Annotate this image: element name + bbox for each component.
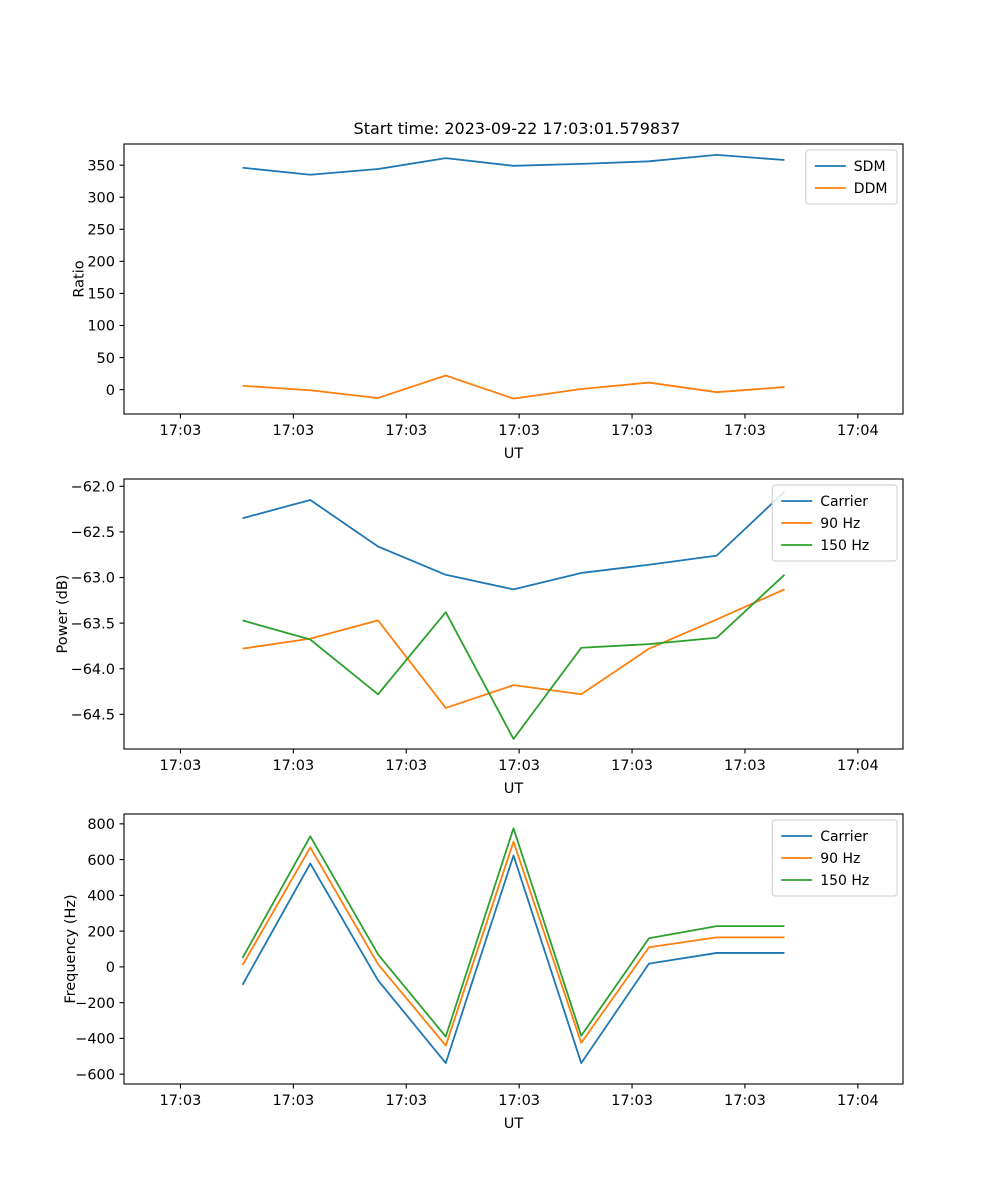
x-tick-label: 17:03 bbox=[498, 758, 540, 774]
series-line-ddm bbox=[242, 374, 785, 400]
y-tick-label: 600 bbox=[87, 853, 115, 869]
y-tick-label: −62.0 bbox=[71, 479, 115, 495]
y-tick-label: 800 bbox=[87, 817, 115, 833]
y-tick-label: −64.0 bbox=[71, 662, 115, 678]
x-tick-label: 17:03 bbox=[385, 758, 427, 774]
y-tick-label: −600 bbox=[75, 1067, 115, 1083]
x-axis-title: UT bbox=[504, 1116, 524, 1130]
power-plot-area: 17:03 17:03 17:03 17:03 17:03 17:03 17:04 −62.0… bbox=[55, 478, 904, 795]
x-tick-label: 17:04 bbox=[837, 1093, 879, 1109]
ratio-plot-area: 17:03 17:03 17:03 17:03 17:03 17:03 17:04 0 50 10… bbox=[71, 143, 904, 460]
x-axis-title: UT bbox=[504, 781, 524, 795]
x-tick-label: 17:03 bbox=[611, 1093, 653, 1109]
y-tick-label: 250 bbox=[87, 222, 115, 238]
figure-title-container: Start time: 2023-09-22 17:03:01.579837 bbox=[354, 119, 681, 138]
y-tick-label: −63.5 bbox=[71, 616, 115, 632]
legend-ratio-panel: SDM DDM bbox=[805, 149, 898, 205]
x-tick-label: 17:03 bbox=[724, 423, 766, 439]
y-tick-label: 200 bbox=[87, 255, 115, 271]
legend-background bbox=[805, 149, 898, 205]
x-tick-label: 17:03 bbox=[272, 1093, 314, 1109]
y-axis-title: Power (dB) bbox=[55, 575, 71, 654]
legend-label-carrier: Carrier bbox=[820, 829, 868, 845]
frequency-panel: 17:03 17:03 17:03 17:03 17:03 17:03 17:04 −600 −… bbox=[0, 800, 1000, 1130]
series-line-carrier bbox=[241, 854, 785, 1064]
x-tick-label: 17:03 bbox=[385, 1093, 427, 1109]
series-line-sdm bbox=[242, 153, 785, 176]
plot-frame bbox=[123, 143, 904, 415]
legend-power-panel: Carrier 90 Hz 150 Hz bbox=[771, 484, 898, 562]
ratio-panel: 17:03 17:03 17:03 17:03 17:03 17:03 17:04 0 50 10… bbox=[0, 130, 1000, 460]
series-line-150-hz bbox=[241, 827, 785, 1038]
frequency-plot-area: 17:03 17:03 17:03 17:03 17:03 17:03 17:04 −600 −… bbox=[63, 813, 904, 1130]
x-tick-label: 17:03 bbox=[160, 423, 202, 439]
plot-frame bbox=[123, 813, 904, 1085]
y-tick-label: 100 bbox=[87, 319, 115, 335]
power-panel: 17:03 17:03 17:03 17:03 17:03 17:03 17:04 −62.0… bbox=[0, 465, 1000, 795]
legend-background bbox=[771, 484, 898, 562]
legend-frequency-panel: Carrier 90 Hz 150 Hz bbox=[771, 819, 898, 897]
y-tick-label: 200 bbox=[87, 924, 115, 940]
legend-label-150-hz: 150 Hz bbox=[820, 873, 869, 889]
y-tick-label: 150 bbox=[87, 287, 115, 303]
y-axis-title: Frequency (Hz) bbox=[63, 894, 79, 1003]
y-tick-label: −200 bbox=[75, 996, 115, 1012]
legend-label-sdm: SDM bbox=[854, 159, 886, 175]
series-line-90-hz bbox=[242, 588, 785, 709]
x-axis-title: UT bbox=[504, 446, 524, 460]
y-tick-label: −400 bbox=[75, 1032, 115, 1048]
x-tick-label: 17:03 bbox=[724, 1093, 766, 1109]
x-tick-label: 17:03 bbox=[498, 423, 540, 439]
series-line-90-hz bbox=[241, 840, 785, 1047]
y-tick-label: −63.0 bbox=[71, 571, 115, 587]
x-tick-label: 17:03 bbox=[160, 758, 202, 774]
legend-label-ddm: DDM bbox=[854, 181, 888, 197]
x-tick-label: 17:03 bbox=[498, 1093, 540, 1109]
legend-label-90-hz: 90 Hz bbox=[820, 516, 860, 532]
y-tick-label: −64.5 bbox=[71, 708, 115, 724]
x-tick-label: 17:03 bbox=[272, 758, 314, 774]
y-tick-label: 400 bbox=[87, 889, 115, 905]
y-tick-label: 50 bbox=[97, 351, 115, 367]
series-line-carrier bbox=[242, 491, 786, 591]
series-line-150-hz bbox=[242, 574, 786, 740]
y-axis-title: Ratio bbox=[71, 260, 87, 297]
x-tick-label: 17:04 bbox=[837, 758, 879, 774]
y-tick-label: 0 bbox=[106, 960, 115, 976]
x-tick-label: 17:03 bbox=[611, 423, 653, 439]
legend-background bbox=[771, 819, 898, 897]
x-tick-label: 17:04 bbox=[837, 423, 879, 439]
x-tick-label: 17:03 bbox=[385, 423, 427, 439]
y-tick-label: 0 bbox=[106, 383, 115, 399]
x-tick-label: 17:03 bbox=[272, 423, 314, 439]
legend-label-carrier: Carrier bbox=[820, 494, 868, 510]
legend-label-90-hz: 90 Hz bbox=[820, 851, 860, 867]
plot-frame bbox=[123, 478, 904, 750]
y-tick-label: −62.5 bbox=[71, 525, 115, 541]
x-tick-label: 17:03 bbox=[724, 758, 766, 774]
y-tick-label: 300 bbox=[87, 190, 115, 206]
figure-title: Start time: 2023-09-22 17:03:01.579837 bbox=[354, 119, 681, 138]
x-tick-label: 17:03 bbox=[160, 1093, 202, 1109]
y-tick-label: 350 bbox=[87, 158, 115, 174]
legend-label-150-hz: 150 Hz bbox=[820, 538, 869, 554]
x-tick-label: 17:03 bbox=[611, 758, 653, 774]
